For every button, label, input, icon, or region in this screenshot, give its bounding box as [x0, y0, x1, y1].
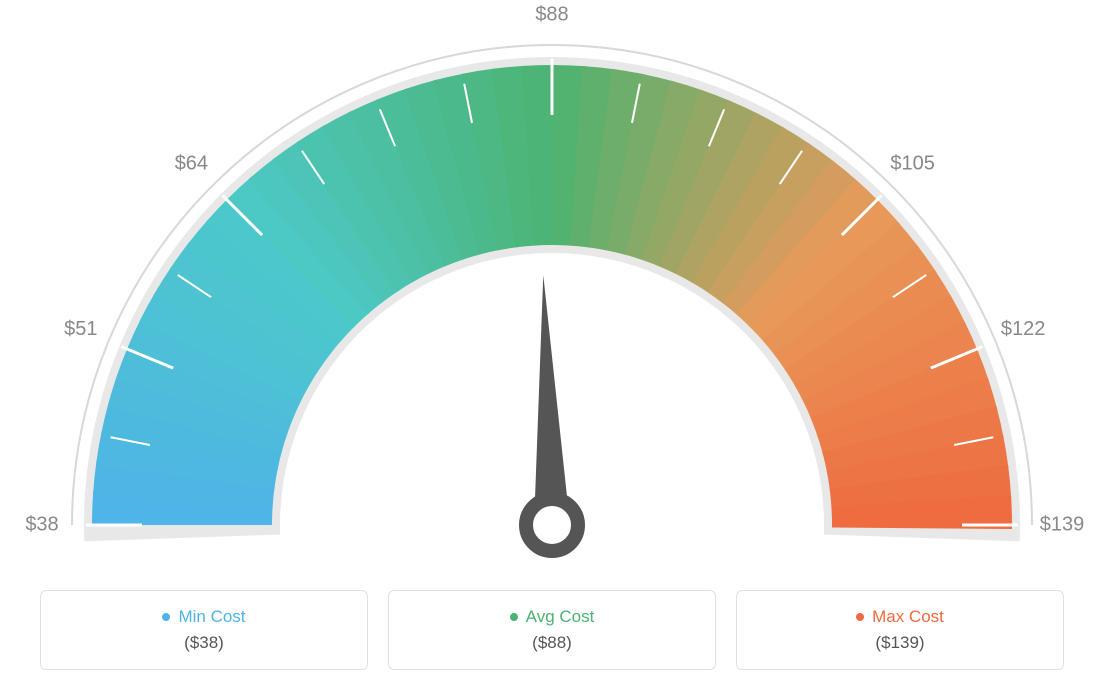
- legend-dot-icon: [856, 613, 864, 621]
- legend-card: Max Cost ($139): [736, 590, 1064, 670]
- gauge-needle-hub: [526, 499, 578, 551]
- gauge-tick-label: $51: [64, 318, 97, 340]
- legend-value: ($38): [41, 633, 367, 653]
- legend-value: ($139): [737, 633, 1063, 653]
- gauge-tick-label: $88: [535, 3, 568, 25]
- legend-label-row: Min Cost: [41, 607, 367, 627]
- legend-label-row: Avg Cost: [389, 607, 715, 627]
- gauge-tick-label: $139: [1040, 513, 1085, 535]
- gauge-tick-label: $64: [175, 153, 208, 175]
- legend-card: Avg Cost ($88): [388, 590, 716, 670]
- legend-dot-icon: [162, 613, 170, 621]
- legend-dot-icon: [510, 613, 518, 621]
- legend-label: Max Cost: [872, 607, 944, 627]
- legend-label: Avg Cost: [526, 607, 595, 627]
- gauge-tick-label: $38: [25, 513, 58, 535]
- gauge-tick-label: $105: [890, 153, 935, 175]
- gauge-needle: [534, 275, 570, 525]
- legend-label-row: Max Cost: [737, 607, 1063, 627]
- gauge-chart: $38 $51 $64 $88 $105 $122 $139: [0, 0, 1104, 560]
- legend-row: Min Cost ($38) Avg Cost ($88) Max Cost ($139): [40, 590, 1064, 670]
- chart-container: $38 $51 $64 $88 $105 $122 $139 Min Cost ($38) Av…: [0, 0, 1104, 690]
- legend-label: Min Cost: [178, 607, 245, 627]
- gauge-svg: $38 $51 $64 $88 $105 $122 $139: [0, 0, 1104, 560]
- legend-value: ($88): [389, 633, 715, 653]
- legend-card: Min Cost ($38): [40, 590, 368, 670]
- gauge-tick-label: $122: [1001, 318, 1046, 340]
